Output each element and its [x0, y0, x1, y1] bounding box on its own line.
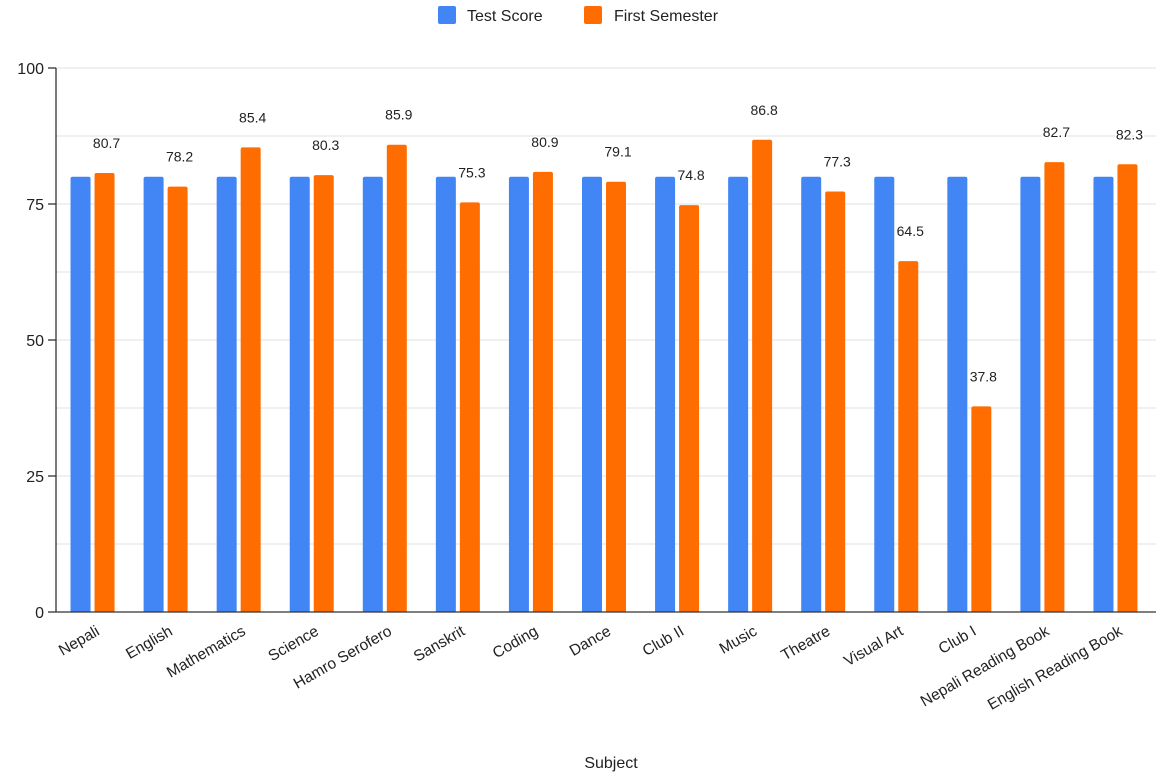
x-tick-label-mathematics: Mathematics [164, 623, 249, 682]
bar-first-semester-club-i [971, 406, 992, 612]
data-label-music: 86.8 [751, 102, 778, 118]
x-tick-label-english-reading-book: English Reading Book [985, 623, 1126, 714]
x-tick-label-science: Science [265, 623, 321, 665]
data-label-hamro-serofero: 85.9 [385, 107, 412, 123]
legend: Test Score First Semester [438, 6, 719, 25]
legend-swatch-test-score [438, 6, 456, 24]
bar-first-semester-nepali [94, 172, 115, 612]
bar-test-score-nepali [70, 176, 91, 613]
data-label-sanskrit: 75.3 [458, 164, 485, 180]
data-label-nepali-reading-book: 82.7 [1043, 124, 1070, 140]
x-axis-title: Subject [584, 755, 638, 772]
data-labels: 80.7 78.2 85.4 80.3 85.9 75.3 80.9 79.1 74.8 86.8… [91, 100, 1144, 386]
data-label-science: 80.3 [312, 137, 339, 153]
bar-test-score-theatre [801, 176, 822, 613]
y-axis-ticks: 0 25 50 75 100 [17, 61, 56, 622]
y-tick-label: 0 [35, 605, 44, 622]
bar-first-semester-english-reading-book [1117, 164, 1138, 612]
bar-first-semester-english [167, 186, 188, 613]
bar-test-score-nepali-reading-book [1020, 176, 1041, 613]
legend-label-first-semester: First Semester [614, 8, 719, 25]
data-label-nepali: 80.7 [93, 135, 120, 151]
bar-first-semester-visual-art [898, 261, 919, 612]
data-label-english: 78.2 [166, 149, 193, 165]
bar-first-semester-club-ii [679, 205, 700, 612]
bar-test-score-club-i [947, 176, 968, 613]
y-tick-label: 50 [26, 333, 44, 350]
bars [70, 139, 1138, 613]
x-tick-label-club-i: Club I [936, 623, 980, 658]
data-label-club-ii: 74.8 [677, 167, 704, 183]
bar-test-score-english [143, 176, 164, 613]
bar-test-score-club-ii [655, 176, 676, 613]
bar-first-semester-sanskrit [459, 202, 480, 613]
bar-test-score-english-reading-book [1093, 176, 1114, 613]
bar-test-score-hamro-serofero [362, 176, 383, 613]
x-tick-label-theatre: Theatre [778, 623, 833, 664]
bar-first-semester-dance [606, 181, 626, 613]
bar-test-score-science [289, 176, 310, 613]
bar-test-score-dance [582, 176, 602, 613]
bar-first-semester-theatre [825, 191, 846, 612]
x-tick-label-nepali-reading-book: Nepali Reading Book [918, 623, 1053, 711]
y-tick-label: 75 [26, 197, 44, 214]
data-label-mathematics: 85.4 [239, 109, 266, 125]
x-tick-label-sanskrit: Sanskrit [411, 622, 469, 665]
data-label-visual-art: 64.5 [897, 223, 924, 239]
y-tick-label: 100 [17, 61, 44, 78]
bar-first-semester-nepali-reading-book [1044, 162, 1065, 612]
bar-first-semester-hamro-serofero [386, 144, 407, 613]
x-tick-label-club-ii: Club II [640, 623, 687, 660]
legend-label-test-score: Test Score [467, 8, 543, 25]
x-tick-label-english: English [123, 623, 176, 663]
bar-test-score-visual-art [874, 176, 895, 613]
data-label-dance: 79.1 [604, 144, 631, 160]
x-tick-label-nepali: Nepali [56, 623, 103, 660]
bar-test-score-mathematics [216, 176, 237, 613]
bar-first-semester-coding [532, 171, 553, 613]
data-label-theatre: 77.3 [824, 153, 851, 169]
x-tick-label-visual-art: Visual Art [841, 622, 907, 670]
data-label-club-i: 37.8 [970, 368, 997, 384]
legend-swatch-first-semester [584, 6, 602, 24]
x-tick-label-coding: Coding [490, 623, 541, 662]
x-tick-label-dance: Dance [567, 623, 614, 660]
bar-test-score-music [728, 176, 749, 613]
x-tick-label-music: Music [717, 623, 761, 658]
bar-test-score-sanskrit [435, 176, 456, 613]
bar-first-semester-science [313, 175, 334, 612]
bar-test-score-coding [508, 176, 529, 613]
y-tick-label: 25 [26, 469, 44, 486]
data-label-coding: 80.9 [531, 134, 558, 150]
bar-first-semester-music [752, 139, 773, 613]
data-label-english-reading-book: 82.3 [1116, 126, 1143, 142]
bar-first-semester-mathematics [240, 147, 261, 612]
